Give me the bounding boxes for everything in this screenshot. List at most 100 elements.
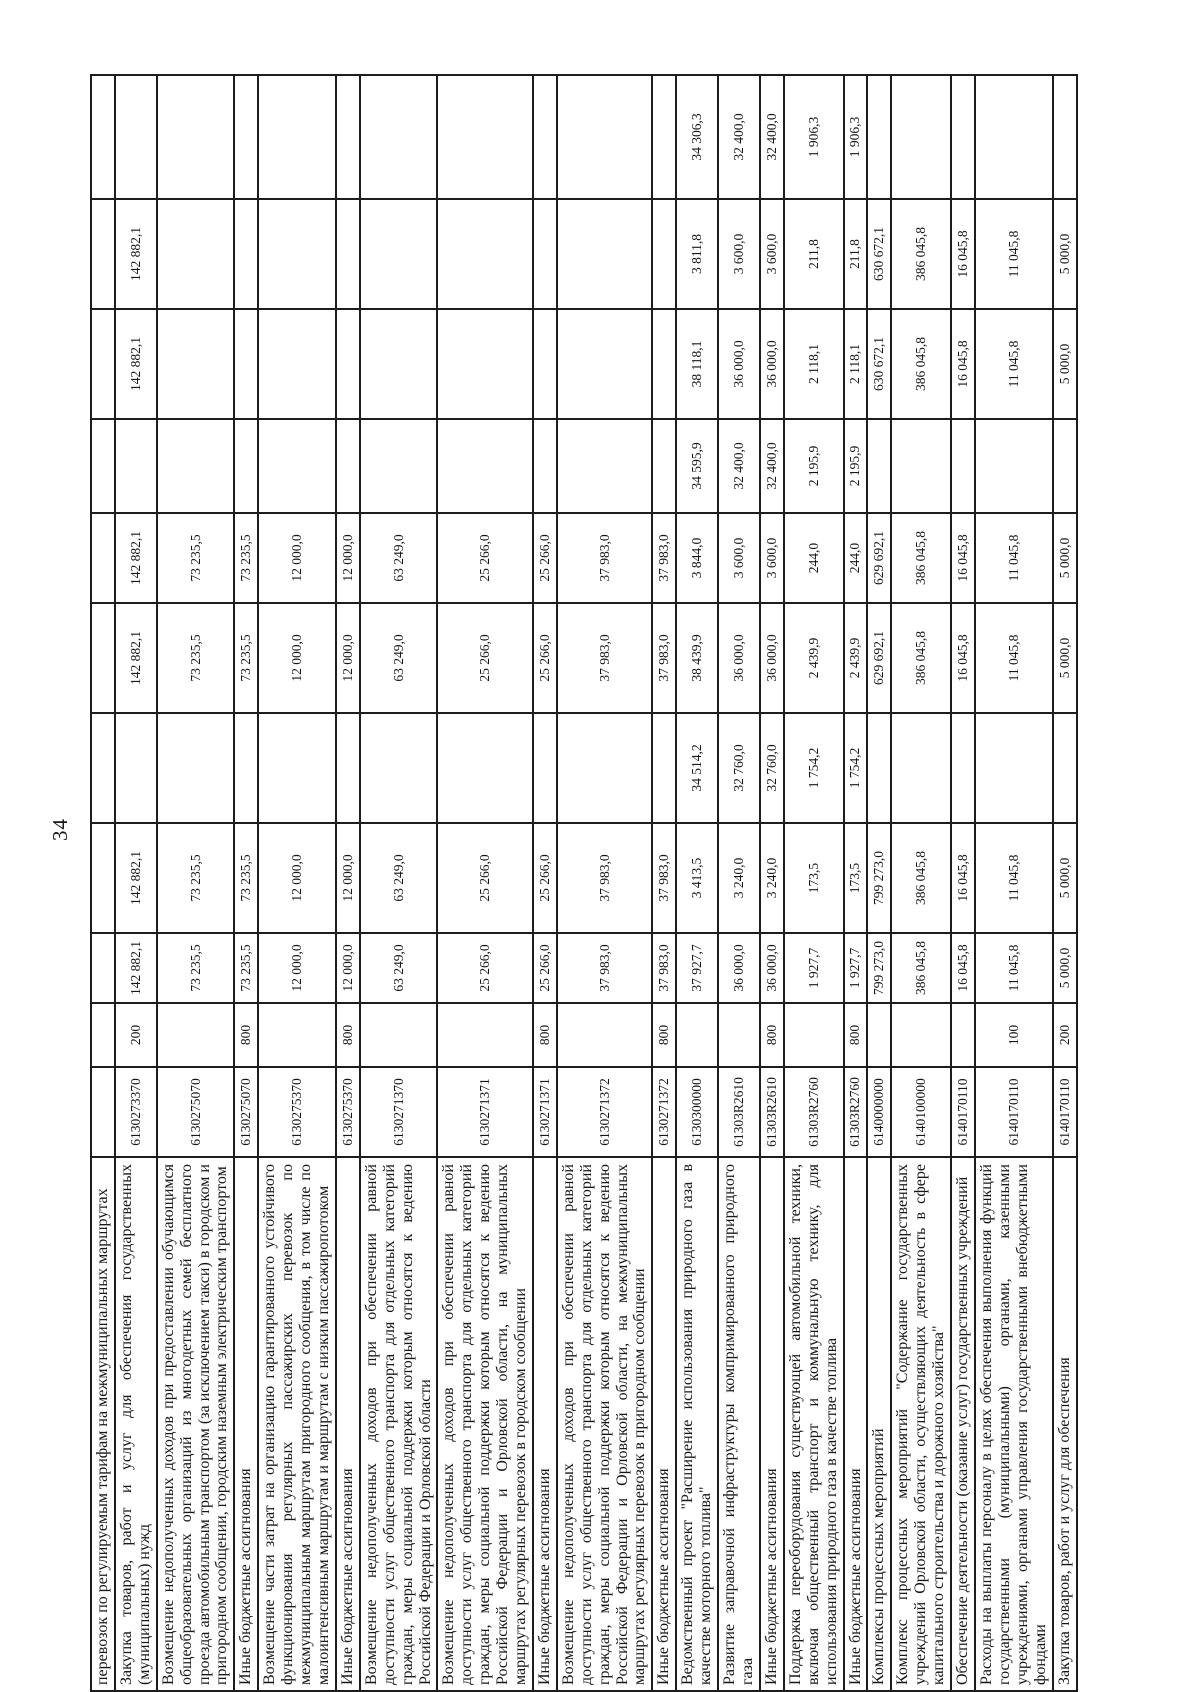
- amount-cell: [91, 199, 115, 309]
- amount-cell: [234, 199, 259, 309]
- amount-cell: 173,5: [783, 823, 844, 933]
- target-article-code-cell: 61303R2760: [843, 1067, 868, 1157]
- row-name-cell: Иные бюджетные ассигнования: [335, 1157, 360, 1691]
- amount-cell: 36 000,0: [759, 933, 784, 1003]
- amount-cell: 629 692,1: [867, 603, 892, 713]
- amount-cell: 16 045,8: [951, 823, 975, 933]
- target-article-code-cell: [91, 1067, 115, 1157]
- amount-cell: 5 000,0: [1052, 513, 1077, 603]
- amount-cell: 386 045,8: [891, 823, 952, 933]
- amount-cell: 173,5: [843, 823, 868, 933]
- amount-cell: [234, 713, 259, 823]
- amount-cell: 73 235,5: [156, 933, 235, 1003]
- table-row: Иные бюджетные ассигнования 6130271371 800…: [532, 75, 557, 1691]
- expense-type-code-cell: [718, 1003, 760, 1067]
- amount-cell: [114, 75, 157, 199]
- amount-cell: 38 118,1: [676, 309, 719, 419]
- amount-cell: 34 595,9: [676, 419, 719, 513]
- amount-cell: 5 000,0: [1052, 933, 1077, 1003]
- amount-cell: [258, 713, 336, 823]
- table-row: Возмещение недополученных доходов при об…: [556, 75, 653, 1691]
- amount-cell: 32 400,0: [759, 75, 784, 199]
- amount-cell: [891, 713, 952, 823]
- amount-cell: [91, 713, 115, 823]
- amount-cell: [114, 419, 157, 513]
- table-row: Закупка товаров, работ и услуг для обесп…: [1052, 75, 1077, 1691]
- amount-cell: 2 439,9: [843, 603, 868, 713]
- table-row: Комплексы процессных мероприятий 61400000…: [867, 75, 892, 1691]
- expense-type-code-cell: [359, 1003, 438, 1067]
- amount-cell: [91, 309, 115, 419]
- amount-cell: 32 760,0: [759, 713, 784, 823]
- amount-cell: [1052, 419, 1077, 513]
- amount-cell: [974, 713, 1053, 823]
- amount-cell: [258, 419, 336, 513]
- amount-cell: 244,0: [783, 513, 844, 603]
- target-article-code-cell: 61303R2760: [783, 1067, 844, 1157]
- amount-cell: 2 439,9: [783, 603, 844, 713]
- expense-type-code-cell: 800: [532, 1003, 557, 1067]
- amount-cell: [867, 713, 892, 823]
- amount-cell: 63 249,0: [359, 933, 438, 1003]
- amount-cell: 36 000,0: [718, 933, 760, 1003]
- amount-cell: [556, 419, 653, 513]
- amount-cell: 3 413,5: [676, 823, 719, 933]
- table-row: Ведомственный проект "Расширение использ…: [676, 75, 719, 1691]
- amount-cell: 38 439,9: [676, 603, 719, 713]
- target-article-code-cell: 6130275070: [156, 1067, 235, 1157]
- amount-cell: 36 000,0: [718, 603, 760, 713]
- amount-cell: [234, 419, 259, 513]
- amount-cell: [556, 309, 653, 419]
- expense-type-code-cell: 200: [114, 1003, 157, 1067]
- table-row: Иные бюджетные ассигнования 6130271372 800…: [652, 75, 677, 1691]
- budget-table-body: перевозок по регулируемым тарифам на меж…: [91, 75, 1077, 1691]
- amount-cell: 73 235,5: [234, 513, 259, 603]
- amount-cell: [532, 419, 557, 513]
- amount-cell: 12 000,0: [258, 933, 336, 1003]
- target-article-code-cell: 6130300000: [676, 1067, 719, 1157]
- amount-cell: 5 000,0: [1052, 309, 1077, 419]
- table-row: Иные бюджетные ассигнования 61303R2760 800…: [843, 75, 868, 1691]
- amount-cell: 25 266,0: [532, 823, 557, 933]
- amount-cell: 25 266,0: [532, 513, 557, 603]
- amount-cell: 32 400,0: [759, 419, 784, 513]
- amount-cell: 2 118,1: [843, 309, 868, 419]
- target-article-code-cell: 6130275070: [234, 1067, 259, 1157]
- amount-cell: [532, 713, 557, 823]
- amount-cell: [359, 419, 438, 513]
- amount-cell: 12 000,0: [335, 823, 360, 933]
- amount-cell: [532, 199, 557, 309]
- amount-cell: [652, 309, 677, 419]
- amount-cell: [951, 419, 975, 513]
- amount-cell: [335, 199, 360, 309]
- row-name-cell: Комплекс процессных мероприятий "Содержа…: [891, 1157, 952, 1691]
- amount-cell: 12 000,0: [335, 933, 360, 1003]
- amount-cell: 36 000,0: [759, 603, 784, 713]
- target-article-code-cell: 6130275370: [258, 1067, 336, 1157]
- amount-cell: [974, 75, 1053, 199]
- expense-type-code-cell: 800: [335, 1003, 360, 1067]
- amount-cell: [532, 309, 557, 419]
- expense-type-code-cell: [437, 1003, 533, 1067]
- expense-type-code-cell: [867, 1003, 892, 1067]
- target-article-code-cell: 6140170110: [1052, 1067, 1077, 1157]
- amount-cell: [91, 603, 115, 713]
- amount-cell: 2 195,9: [843, 419, 868, 513]
- table-row: Иные бюджетные ассигнования 6130275070 800…: [234, 75, 259, 1691]
- target-article-code-cell: 6130275370: [335, 1067, 360, 1157]
- amount-cell: 629 692,1: [867, 513, 892, 603]
- amount-cell: [335, 419, 360, 513]
- table-row: Возмещение недополученных доходов при об…: [437, 75, 533, 1691]
- amount-cell: 37 983,0: [652, 603, 677, 713]
- amount-cell: 386 045,8: [891, 603, 952, 713]
- amount-cell: 12 000,0: [258, 823, 336, 933]
- amount-cell: 34 514,2: [676, 713, 719, 823]
- amount-cell: 16 045,8: [951, 603, 975, 713]
- amount-cell: 386 045,8: [891, 513, 952, 603]
- amount-cell: [359, 75, 438, 199]
- amount-cell: 1 927,7: [843, 933, 868, 1003]
- expense-type-code-cell: [951, 1003, 975, 1067]
- amount-cell: [556, 75, 653, 199]
- table-row: Поддержка переоборудования существующей …: [783, 75, 844, 1691]
- amount-cell: 3 811,8: [676, 199, 719, 309]
